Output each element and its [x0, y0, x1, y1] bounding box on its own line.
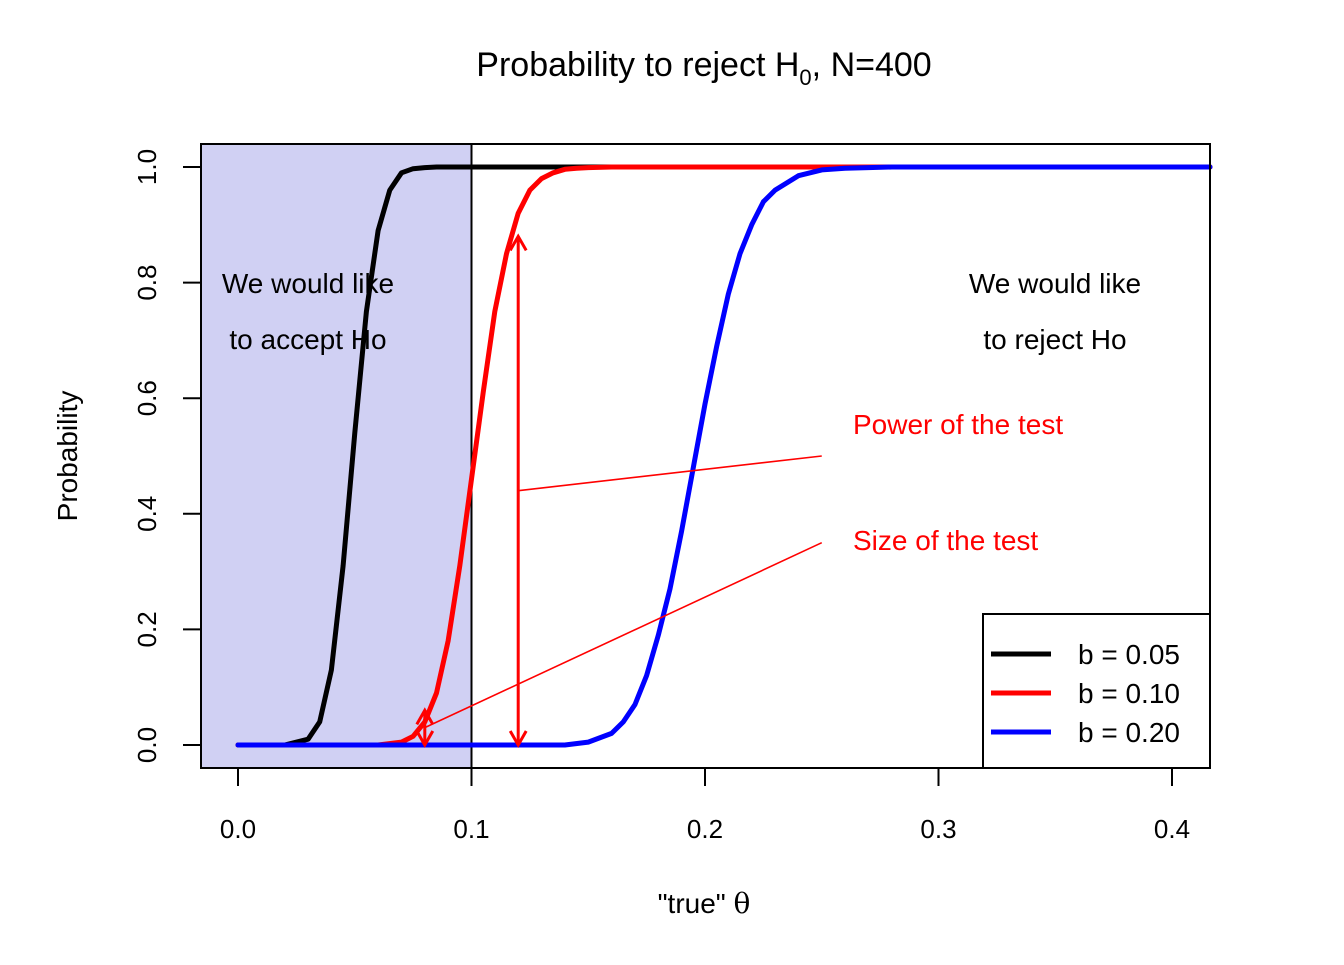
- x-axis: 0.0 0.1 0.2 0.3 0.4: [220, 767, 1190, 844]
- title-main: Probability to reject H: [476, 46, 799, 84]
- y-tick-label: 0.4: [132, 496, 162, 532]
- y-tick-label: 0.8: [132, 265, 162, 301]
- power-pointer-line: [518, 455, 822, 492]
- reject-annotation-line2: to reject Ho: [983, 324, 1126, 355]
- x-tick-label: 0.4: [1154, 814, 1190, 844]
- y-tick-label: 0.6: [132, 380, 162, 416]
- power-annotation: Power of the test: [853, 409, 1063, 440]
- reject-annotation-line1: We would like: [969, 268, 1141, 299]
- x-axis-label: "true" θ: [658, 887, 751, 920]
- accept-region-shading: [201, 144, 472, 768]
- legend: b = 0.05 b = 0.10 b = 0.20: [982, 613, 1211, 769]
- legend-label: b = 0.20: [1078, 717, 1180, 748]
- arrows-group: [415, 233, 823, 749]
- size-pointer-line: [424, 541, 823, 729]
- x-tick-label: 0.2: [687, 814, 723, 844]
- legend-label: b = 0.10: [1078, 678, 1180, 709]
- power-arrow-head-top: [508, 233, 528, 252]
- power-arrow-head-bottom: [508, 730, 528, 749]
- size-annotation: Size of the test: [853, 525, 1038, 556]
- x-axis-label-text: "true": [658, 888, 734, 919]
- y-axis-label: Probability: [52, 391, 83, 522]
- y-tick-label: 0.0: [132, 727, 162, 763]
- accept-annotation-line1: We would like: [222, 268, 394, 299]
- title-subscript: 0: [799, 65, 811, 90]
- y-tick-label: 1.0: [132, 149, 162, 185]
- series-line-b-0-20: [235, 164, 1213, 748]
- x-tick-label: 0.3: [920, 814, 956, 844]
- size-arrow-head-top: [415, 707, 435, 726]
- y-tick-label: 0.2: [132, 611, 162, 647]
- x-tick-label: 0.0: [220, 814, 256, 844]
- title-suffix: , N=400: [812, 46, 932, 84]
- chart-title: Probability to reject H0, N=400: [476, 46, 931, 90]
- accept-annotation-line2: to accept Ho: [229, 324, 386, 355]
- series-line-b-0-05: [235, 164, 1213, 748]
- y-axis: 0.0 0.2 0.4 0.6 0.8 1.0: [132, 149, 202, 763]
- x-axis-label-symbol: θ: [734, 887, 751, 920]
- size-arrow-head-bottom: [415, 730, 435, 749]
- x-tick-label: 0.1: [453, 814, 489, 844]
- legend-label: b = 0.05: [1078, 639, 1180, 670]
